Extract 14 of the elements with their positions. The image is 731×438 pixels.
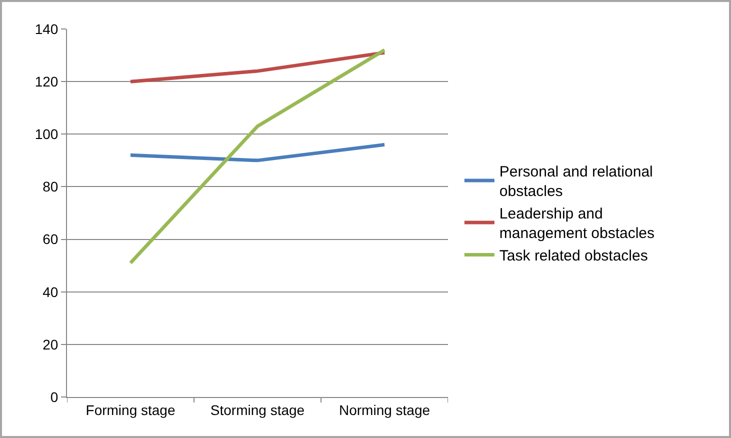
legend-label: Personal and relational obstacles [499, 164, 653, 200]
y-tick-label: 0 [50, 388, 58, 405]
y-tick-label: 20 [42, 336, 58, 352]
x-tick-label: Storming stage [210, 402, 305, 418]
x-tick-label: Forming stage [86, 402, 176, 418]
y-tick-label: 60 [42, 231, 58, 248]
legend-label: Leadership and management obstacles [499, 206, 655, 242]
y-tick-label: 100 [34, 126, 58, 142]
y-tick-label: 80 [42, 178, 58, 195]
y-tick-label: 120 [34, 73, 58, 90]
legend-label: Task related obstacles [499, 248, 648, 265]
y-tick-label: 140 [34, 20, 58, 37]
y-tick-label: 40 [42, 284, 58, 300]
x-tick-label: Norming stage [338, 402, 430, 418]
